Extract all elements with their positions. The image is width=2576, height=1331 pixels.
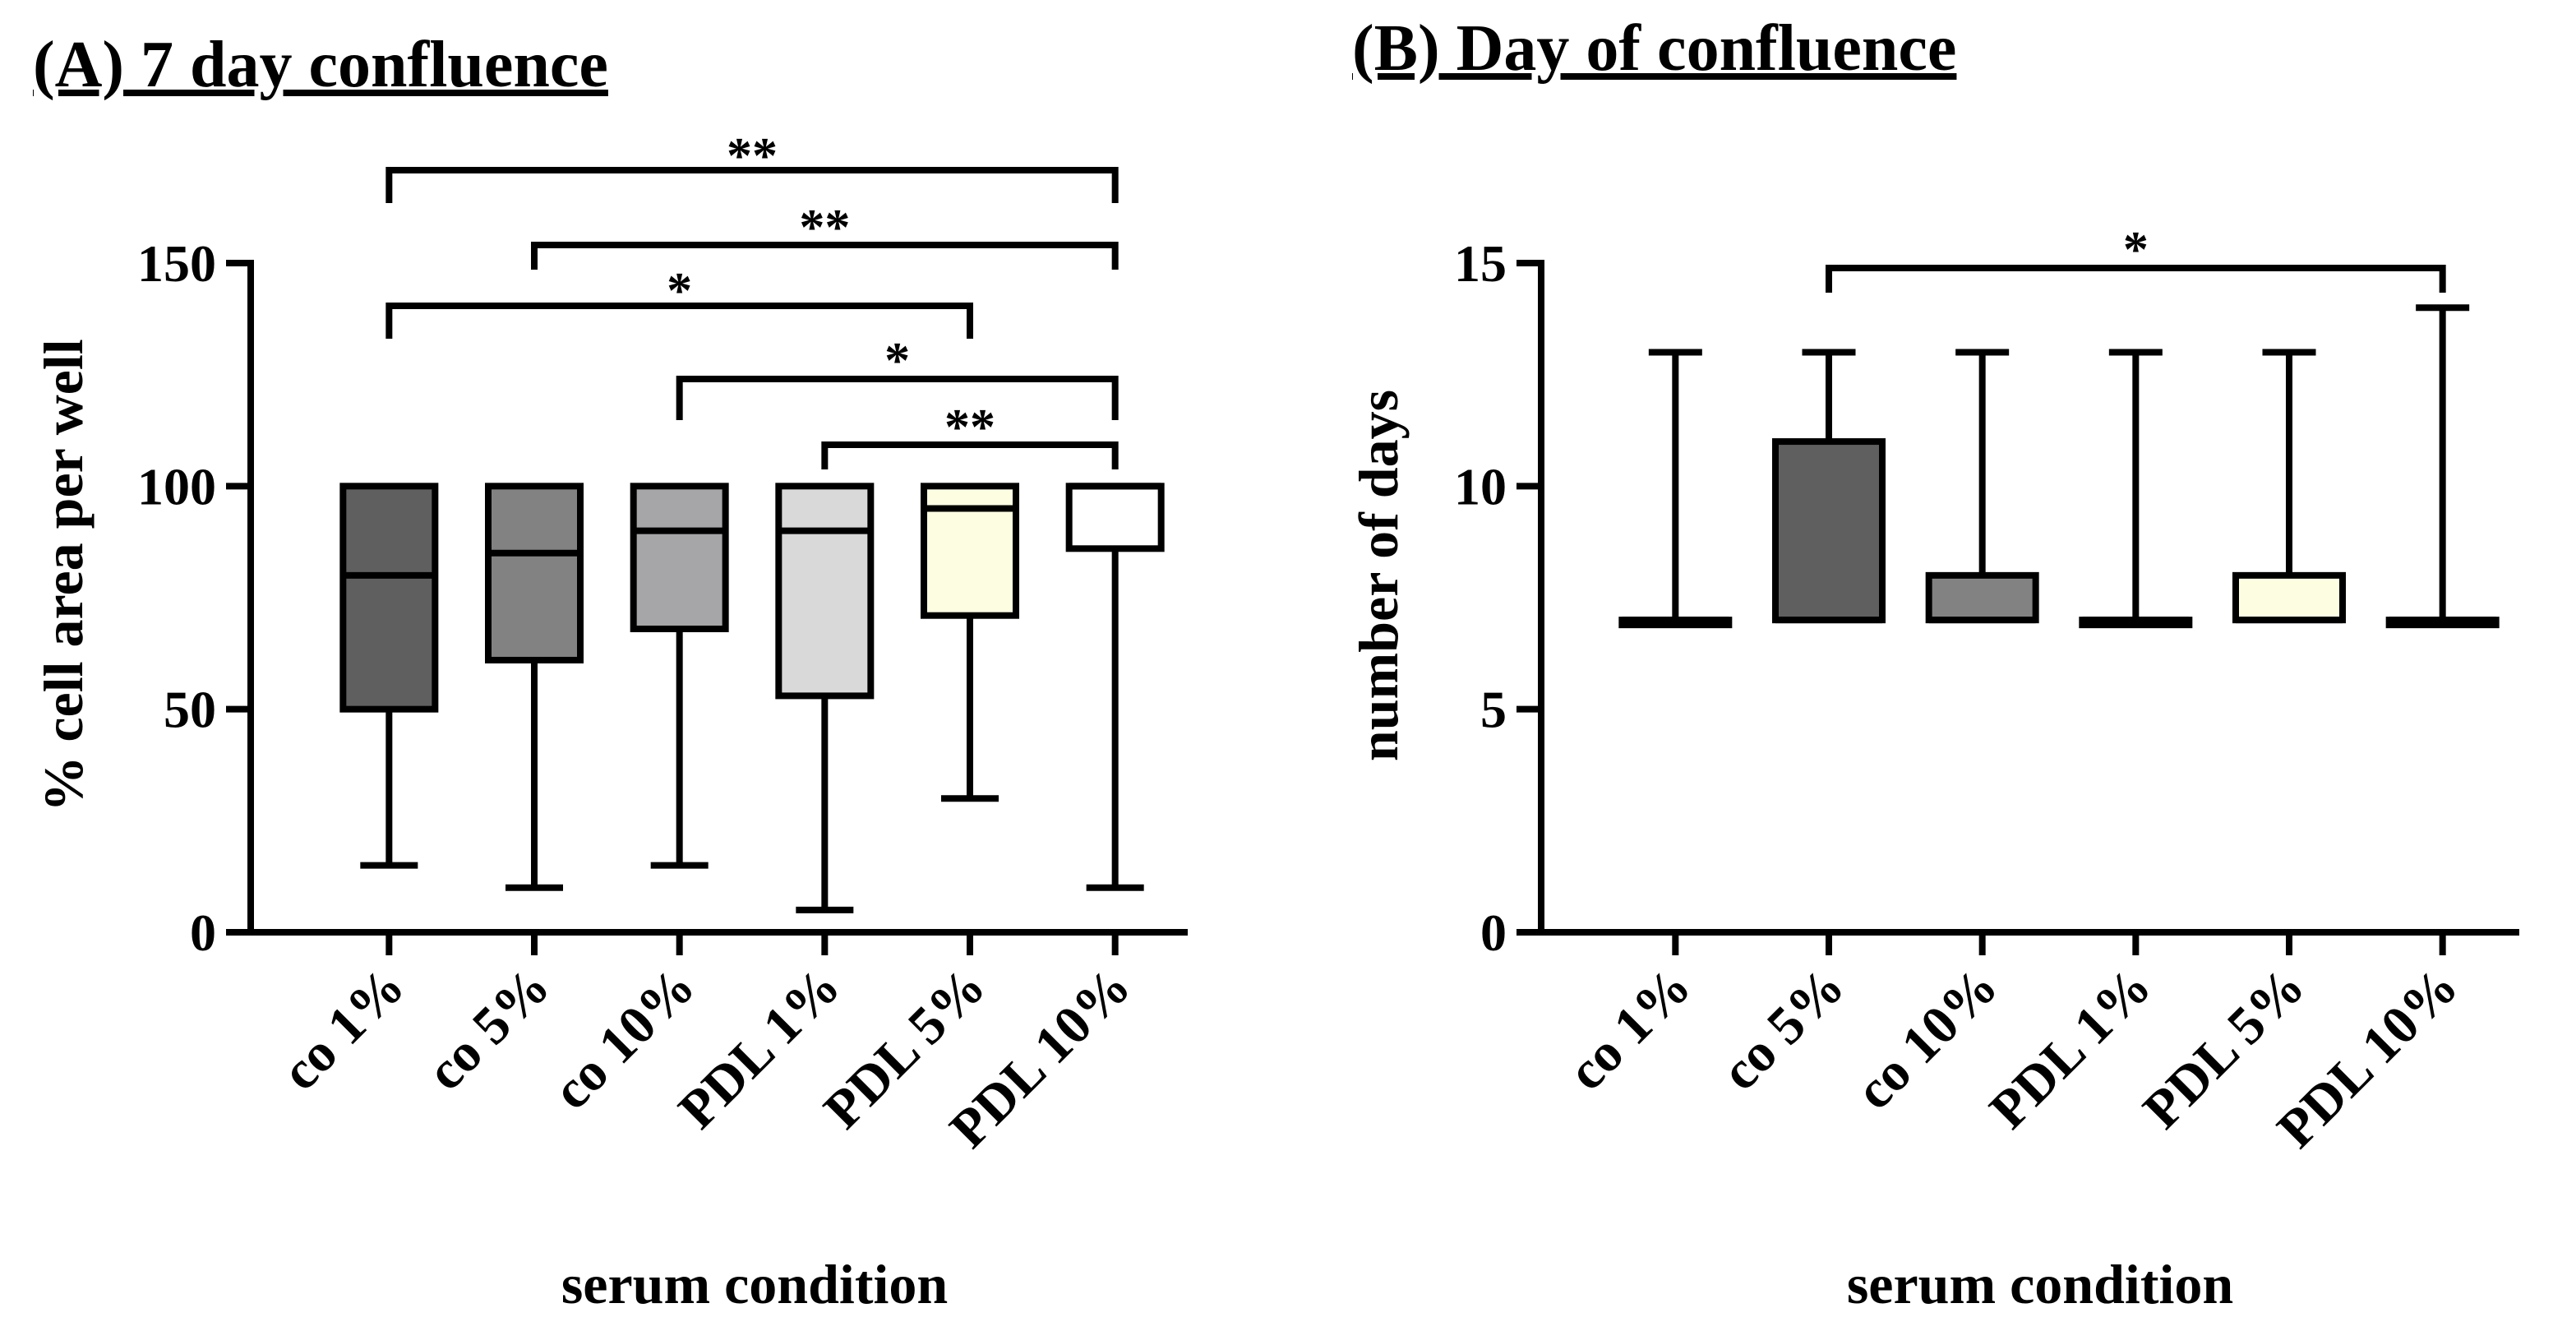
category-label: co 1% bbox=[1557, 956, 1702, 1102]
category-label: PDL 1% bbox=[667, 956, 852, 1140]
box-1 bbox=[485, 483, 584, 891]
y-tick-label: 15 bbox=[1454, 234, 1507, 293]
box-1 bbox=[1772, 349, 1886, 624]
panel-b-xlabel: serum condition bbox=[1847, 1253, 2233, 1315]
y-tick-label: 100 bbox=[137, 457, 216, 515]
box-5 bbox=[1065, 483, 1165, 891]
box-0 bbox=[1618, 349, 1733, 629]
significance-label: ** bbox=[727, 128, 778, 184]
significance-bracket: * bbox=[676, 333, 1119, 420]
bracket-line bbox=[821, 441, 1119, 469]
significance-label: * bbox=[667, 263, 692, 319]
significance-bracket: ** bbox=[821, 400, 1119, 469]
box-body bbox=[1925, 571, 2039, 624]
y-tick-label: 0 bbox=[1480, 904, 1507, 962]
significance-bracket: * bbox=[385, 263, 973, 339]
significance-label: ** bbox=[799, 200, 850, 256]
box-body bbox=[339, 483, 439, 713]
bracket-line bbox=[385, 303, 973, 339]
panel-a-title: (A) 7 day confluence bbox=[33, 29, 608, 101]
panel-a: (A) 7 day confluence serum condition % c… bbox=[32, 29, 1188, 1315]
box-body bbox=[775, 483, 875, 700]
box-body bbox=[1772, 438, 1886, 624]
panel-b-ylabel: number of days bbox=[1347, 390, 1410, 761]
significance-label: * bbox=[884, 333, 910, 389]
box-4 bbox=[921, 483, 1019, 802]
bracket-line bbox=[676, 376, 1119, 420]
significance-bracket: * bbox=[1826, 222, 2446, 293]
box-3 bbox=[775, 483, 875, 913]
box-body bbox=[630, 483, 729, 632]
box-3 bbox=[2079, 349, 2193, 629]
box-body bbox=[1065, 483, 1165, 552]
significance-label: ** bbox=[944, 400, 995, 455]
box-2 bbox=[1925, 349, 2039, 624]
significance-bracket: ** bbox=[385, 128, 1119, 203]
panel-b-title: (B) Day of confluence bbox=[1352, 12, 1956, 85]
category-label: co 5% bbox=[415, 956, 561, 1102]
category-label: co 5% bbox=[1710, 956, 1855, 1102]
category-label: PDL 1% bbox=[1978, 956, 2163, 1140]
bracket-line bbox=[385, 167, 1119, 203]
bracket-line bbox=[1826, 265, 2446, 293]
box-body bbox=[485, 483, 584, 663]
box-body bbox=[2232, 571, 2346, 624]
box-0 bbox=[339, 483, 439, 869]
significance-bracket: ** bbox=[531, 200, 1119, 270]
bracket-line bbox=[531, 242, 1119, 270]
y-tick-label: 0 bbox=[190, 904, 216, 962]
category-label: co 1% bbox=[270, 956, 416, 1102]
box-5 bbox=[2385, 304, 2500, 629]
panel-a-ylabel: % cell area per well bbox=[32, 339, 95, 811]
y-tick-label: 50 bbox=[164, 681, 216, 739]
panel-b: (B) Day of confluence serum condition nu… bbox=[1347, 12, 2519, 1315]
y-tick-label: 150 bbox=[137, 234, 216, 293]
significance-label: * bbox=[2123, 222, 2149, 278]
y-tick-label: 5 bbox=[1480, 681, 1507, 739]
panel-a-xlabel: serum condition bbox=[561, 1253, 948, 1315]
box-4 bbox=[2232, 349, 2346, 624]
y-tick-label: 10 bbox=[1454, 457, 1507, 515]
box-2 bbox=[630, 483, 729, 869]
